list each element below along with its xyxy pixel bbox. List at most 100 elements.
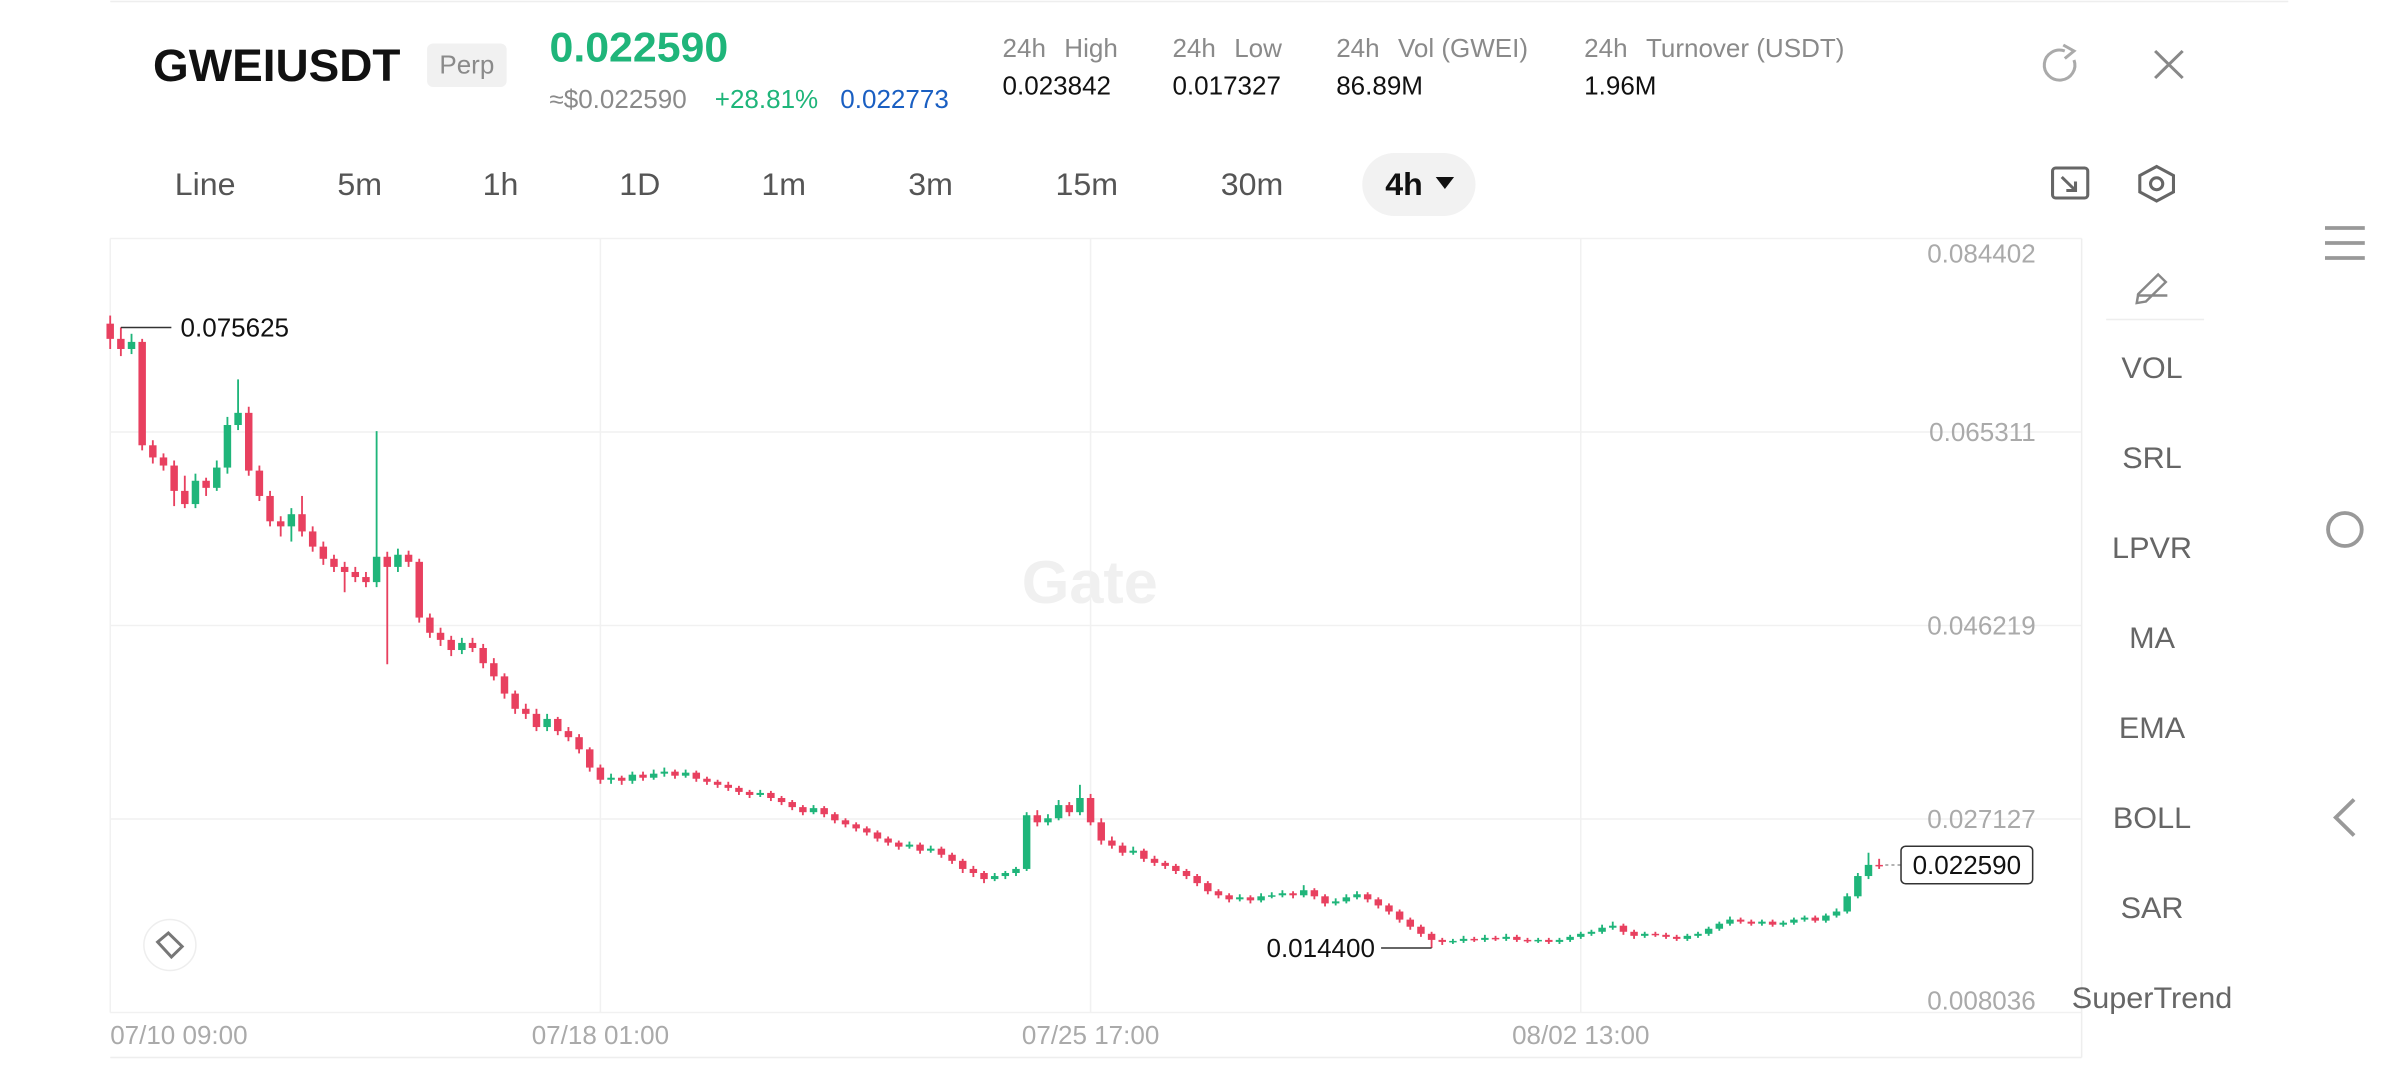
back-button[interactable] — [2333, 798, 2356, 837]
stat-label: 24h Vol (GWEI) — [1336, 35, 1528, 63]
candle-body — [1662, 934, 1670, 937]
candle-body — [1790, 919, 1798, 923]
system-nav — [2325, 226, 2365, 837]
candle-body — [1726, 919, 1734, 924]
candle-body — [1161, 862, 1169, 866]
candle-body — [426, 617, 434, 633]
candle-body — [170, 465, 178, 491]
selected-tab[interactable]: 4h — [1385, 166, 1422, 202]
interval-tab[interactable]: 1D — [619, 166, 660, 202]
candle-body — [586, 749, 594, 768]
candle-body — [927, 848, 935, 851]
interval-tab[interactable]: 5m — [337, 166, 382, 202]
candle-body — [969, 868, 978, 873]
candle-body — [415, 561, 423, 618]
candle-body — [447, 639, 455, 651]
badge-bg — [427, 43, 507, 87]
candle-body — [404, 554, 413, 562]
candle-body — [1299, 890, 1308, 896]
candle-body — [127, 341, 136, 349]
candle-body — [937, 848, 946, 855]
interval-tab[interactable]: 15m — [1055, 166, 1118, 202]
candle-body — [841, 820, 850, 825]
candle-body — [671, 771, 679, 776]
candle-body — [564, 731, 573, 738]
candle-body — [1651, 933, 1660, 936]
candle-body — [1044, 818, 1052, 823]
interval-tab[interactable]: 30m — [1221, 166, 1284, 202]
candle-body — [1097, 822, 1105, 841]
indicator[interactable]: SAR — [2121, 892, 2184, 925]
candle-body — [990, 876, 999, 880]
candle-body — [1225, 895, 1233, 900]
interval-tab[interactable]: 1h — [483, 166, 519, 202]
annotation-label: 0.014400 — [1266, 935, 1374, 963]
interval-tab[interactable]: Line — [175, 166, 236, 202]
indicator-panel: VOL SRL LPVR MA EMA BOLL SAR SuperTrend — [2072, 352, 2232, 1015]
candle-body — [1758, 921, 1766, 924]
indicator[interactable]: MA — [2129, 622, 2176, 655]
candle-body — [522, 708, 530, 714]
candle-body — [500, 676, 509, 694]
candle-body — [1406, 919, 1415, 927]
settings-icon[interactable] — [2138, 164, 2175, 203]
candle-body — [788, 802, 796, 808]
candle-body — [372, 556, 381, 583]
candle-body — [1438, 939, 1446, 942]
candle-body — [1609, 925, 1617, 928]
candle-body — [479, 647, 487, 664]
candle-body — [820, 808, 828, 815]
draw-icon[interactable] — [2135, 272, 2168, 305]
candle-body — [1278, 893, 1287, 896]
candle-body — [1140, 850, 1148, 859]
candle-body — [1193, 876, 1201, 884]
candle-body — [1598, 927, 1606, 932]
stat-period: 24h — [1003, 35, 1046, 63]
candle-body — [1012, 868, 1020, 873]
candle-body — [1342, 897, 1351, 902]
menu-button[interactable] — [2325, 226, 2365, 260]
candle-body — [1385, 905, 1393, 912]
indicator[interactable]: VOL — [2121, 352, 2182, 385]
candle-body — [958, 860, 967, 869]
last-price-box — [1900, 845, 2034, 885]
tool-glyph — [155, 930, 185, 960]
symbol: GWEIUSDT — [153, 40, 401, 90]
candle-body — [1768, 921, 1777, 925]
candle-body — [1683, 935, 1692, 939]
candle-body — [298, 514, 306, 532]
candle-body — [1310, 890, 1319, 897]
interval-tab[interactable]: 3m — [908, 166, 953, 202]
layout-icon[interactable] — [2051, 166, 2090, 200]
indicator[interactable]: LPVR — [2112, 532, 2192, 565]
candle-body — [1363, 894, 1372, 900]
candle-body — [1779, 922, 1787, 925]
indicator[interactable]: EMA — [2119, 712, 2186, 745]
candle-body — [1694, 933, 1702, 936]
candle-body — [1555, 939, 1564, 942]
candle-body — [1481, 937, 1489, 940]
refresh-icon[interactable] — [2042, 43, 2077, 82]
candle-body — [223, 425, 232, 468]
indicator[interactable]: BOLL — [2113, 802, 2191, 835]
tool-button[interactable] — [143, 918, 197, 972]
candle-body — [1374, 899, 1383, 906]
candle-body — [1331, 901, 1340, 904]
candle-body — [639, 774, 647, 778]
candle-body — [191, 480, 200, 505]
home-button[interactable] — [2326, 511, 2364, 548]
candle-body — [1427, 933, 1436, 940]
candle-body — [692, 772, 701, 779]
selected-tab-bg[interactable] — [1362, 153, 1476, 216]
last-price: 0.022590 — [549, 24, 728, 71]
indicator[interactable]: SuperTrend — [2072, 982, 2232, 1015]
close-icon[interactable] — [2154, 49, 2184, 80]
indicator[interactable]: SRL — [2122, 442, 2182, 475]
stats: 24h High 0.023842 24h Low 0.017327 24h Vol (GWE… — [1003, 35, 1845, 100]
candle-body — [234, 412, 242, 426]
interval-tab[interactable]: 1m — [761, 166, 806, 202]
candle-body — [1001, 872, 1010, 877]
candle-body — [1065, 805, 1074, 813]
x-tick-label: 08/02 13:00 — [1512, 1022, 1649, 1050]
candle-body — [745, 791, 754, 795]
